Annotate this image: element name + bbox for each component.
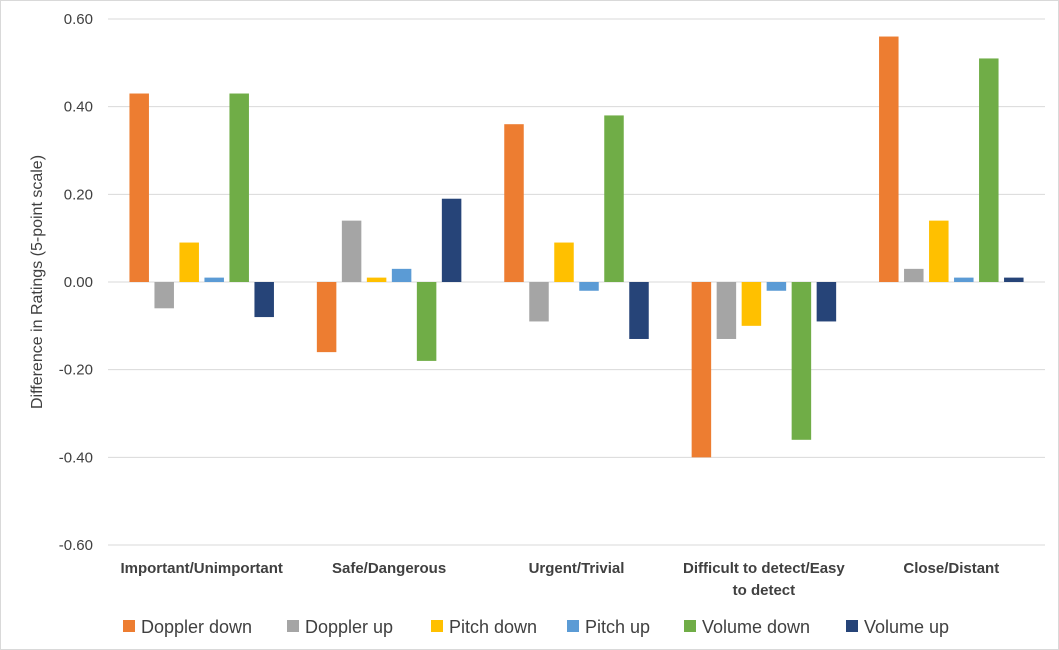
legend-swatch xyxy=(846,620,858,632)
bar-doppler-up xyxy=(154,282,174,309)
legend-label: Pitch up xyxy=(585,617,650,637)
bar-volume-up xyxy=(629,282,649,339)
bar-volume-down xyxy=(604,115,624,282)
y-tick-label: -0.60 xyxy=(59,537,93,554)
bar-doppler-down xyxy=(879,36,899,283)
category-label: Difficult to detect/Easy xyxy=(683,560,845,577)
bar-pitch-up xyxy=(204,277,224,282)
y-axis-label: Difference in Ratings (5-point scale) xyxy=(29,155,46,409)
y-tick-label: 0.40 xyxy=(64,99,93,116)
y-tick-label: -0.40 xyxy=(59,449,93,466)
legend-swatch xyxy=(123,620,135,632)
legend: Doppler down Doppler up Pitch down Pitch up… xyxy=(123,617,949,637)
category-label: Close/Distant xyxy=(903,560,999,577)
legend-label: Volume down xyxy=(702,617,810,637)
bar-doppler-down xyxy=(316,282,337,353)
y-tick-label: 0.00 xyxy=(64,274,93,291)
bar-volume-down xyxy=(416,282,437,361)
x-axis-categories: Important/Unimportant Safe/Dangerous Urgen… xyxy=(120,560,999,599)
legend-swatch xyxy=(684,620,696,632)
y-tick-label: 0.60 xyxy=(64,11,93,28)
bar-volume-down xyxy=(791,282,812,440)
category-label: Important/Unimportant xyxy=(120,560,283,577)
bar-pitch-down xyxy=(179,242,199,282)
category-label: Urgent/Trivial xyxy=(529,560,625,577)
bar-doppler-down xyxy=(129,93,149,283)
category-label: to detect xyxy=(733,582,796,599)
bar-pitch-down xyxy=(741,282,762,326)
bar-volume-up xyxy=(254,282,274,318)
y-tick-label: 0.20 xyxy=(64,186,93,203)
legend-label: Volume up xyxy=(864,617,949,637)
bar-volume-up xyxy=(441,198,462,282)
legend-swatch xyxy=(567,620,579,632)
bar-pitch-down xyxy=(554,242,574,282)
bar-doppler-down xyxy=(504,124,524,282)
legend-label: Pitch down xyxy=(449,617,537,637)
bar-doppler-up xyxy=(904,268,924,282)
legend-label: Doppler up xyxy=(305,617,393,637)
bar-volume-up xyxy=(816,282,837,322)
bar-pitch-down xyxy=(366,277,387,282)
bar-pitch-up xyxy=(579,282,599,291)
y-tick-label: -0.20 xyxy=(59,362,93,379)
legend-swatch xyxy=(431,620,443,632)
bar-pitch-down xyxy=(929,220,949,282)
bar-pitch-up xyxy=(954,277,974,282)
bar-volume-down xyxy=(229,93,249,283)
legend-swatch xyxy=(287,620,299,632)
y-axis-ticks: -0.60 -0.40 -0.20 0.00 0.20 0.40 0.60 xyxy=(59,11,93,554)
bar-doppler-up xyxy=(341,220,362,282)
category-label: Safe/Dangerous xyxy=(332,560,446,577)
bars xyxy=(129,36,1024,458)
bar-pitch-up xyxy=(766,282,787,291)
bar-pitch-up xyxy=(391,268,412,282)
legend-label: Doppler down xyxy=(141,617,252,637)
bar-volume-up xyxy=(1004,277,1024,282)
bar-doppler-up xyxy=(529,282,549,322)
bar-doppler-up xyxy=(716,282,737,339)
bar-volume-down xyxy=(979,58,999,283)
bar-doppler-down xyxy=(691,282,712,458)
